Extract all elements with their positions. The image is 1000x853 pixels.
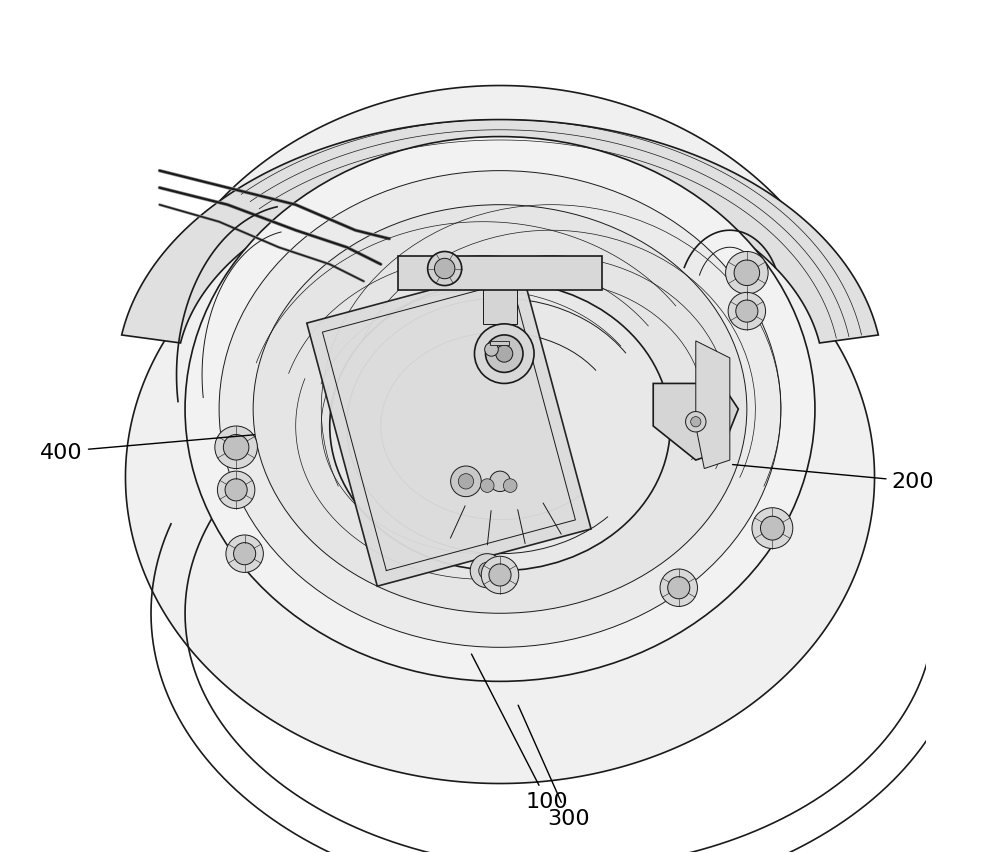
Circle shape [451,467,481,497]
Polygon shape [490,341,509,345]
Circle shape [434,259,455,280]
Circle shape [226,536,263,572]
Circle shape [215,426,257,469]
Polygon shape [122,120,878,344]
Circle shape [490,472,510,492]
Circle shape [480,479,494,493]
Circle shape [470,554,504,588]
Polygon shape [307,266,591,587]
Text: 100: 100 [471,654,568,810]
Circle shape [752,508,793,549]
Circle shape [734,261,760,287]
Circle shape [503,479,517,493]
Circle shape [760,517,784,541]
Circle shape [225,479,247,502]
Ellipse shape [330,282,670,571]
Circle shape [686,412,706,432]
Text: 400: 400 [40,435,255,462]
Circle shape [691,417,701,427]
Circle shape [486,335,523,373]
Circle shape [668,577,690,599]
Text: 200: 200 [733,465,934,491]
Circle shape [728,293,766,330]
Ellipse shape [253,206,747,613]
Circle shape [428,252,462,287]
Polygon shape [696,341,730,469]
Circle shape [474,324,534,384]
Circle shape [217,472,255,509]
Polygon shape [483,274,517,324]
Circle shape [223,435,249,461]
Circle shape [458,474,474,490]
Polygon shape [125,86,875,784]
Circle shape [234,543,256,565]
Circle shape [485,343,498,357]
Circle shape [496,345,513,363]
Circle shape [660,569,697,606]
Circle shape [736,300,758,322]
Polygon shape [398,257,602,291]
Circle shape [489,564,511,586]
Circle shape [481,557,519,594]
Ellipse shape [185,137,815,682]
Circle shape [726,252,768,295]
Text: 300: 300 [518,705,589,827]
Polygon shape [653,384,738,461]
Ellipse shape [219,171,781,647]
Circle shape [479,562,496,579]
